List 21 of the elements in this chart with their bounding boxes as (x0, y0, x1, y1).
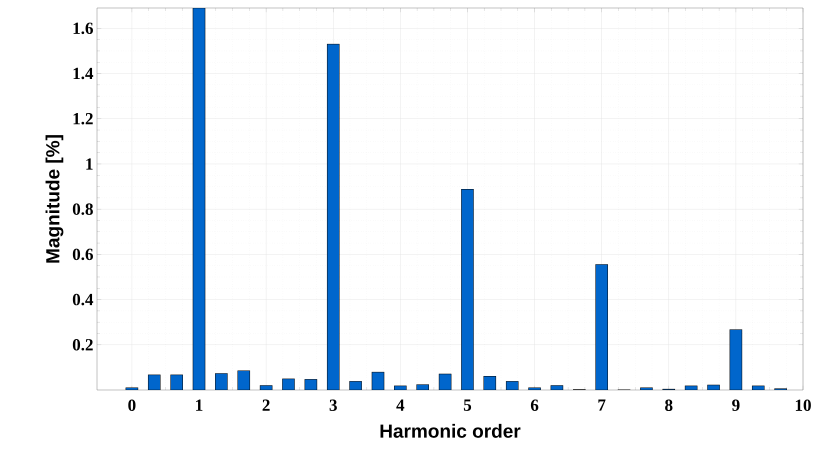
y-tick-label: 1.2 (74, 113, 93, 124)
x-tick-label: 8 (665, 400, 672, 412)
y-tick-label: 1 (86, 158, 93, 170)
y-tick-label: 0.4 (72, 294, 94, 306)
x-tick-label: 0 (128, 400, 136, 412)
y-tick-label: 0.6 (72, 248, 93, 260)
x-tick-label: 1 (196, 400, 202, 411)
x-tick-label: 6 (530, 400, 538, 411)
x-tick-label: 9 (732, 400, 740, 411)
x-tick-label: 7 (598, 400, 606, 411)
y-tick-label: 0.2 (72, 339, 93, 351)
y-tick-label: 1.4 (74, 68, 94, 80)
y-tick-label: 0.8 (72, 203, 93, 215)
x-tick-label: 10 (796, 400, 811, 412)
x-tick-label: 5 (464, 400, 472, 411)
x-tick-label: 2 (262, 400, 270, 411)
x-tick-label: 4 (396, 400, 404, 411)
y-axis-title: Magnitude [%] (46, 135, 64, 263)
x-axis-title: Harmonic order (380, 424, 520, 438)
x-tick-label: 3 (330, 400, 337, 411)
y-tick-label: 1.6 (74, 22, 93, 34)
